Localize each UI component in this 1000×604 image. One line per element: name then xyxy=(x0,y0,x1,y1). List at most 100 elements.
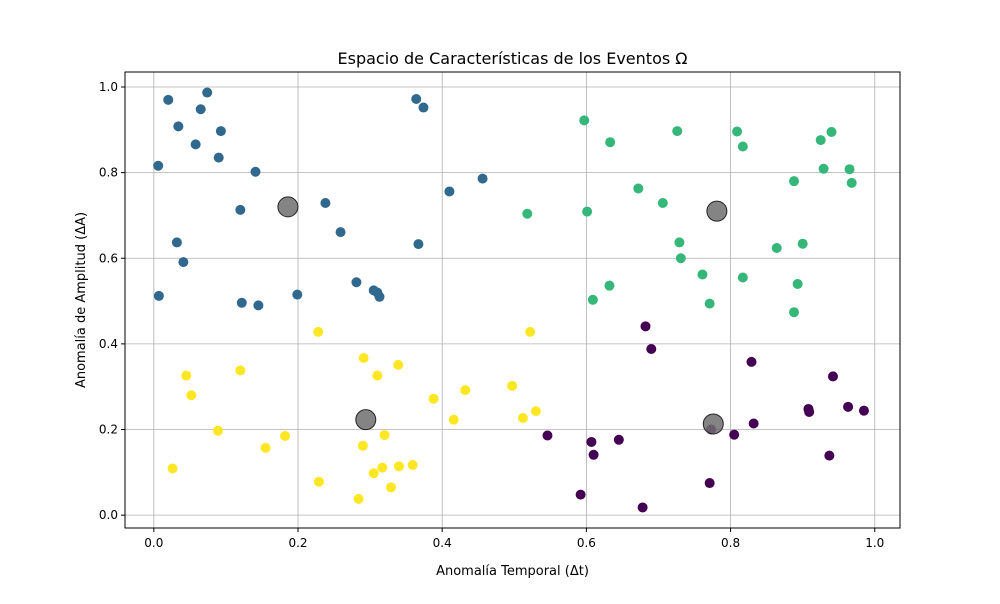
data-point xyxy=(448,414,459,425)
data-point xyxy=(428,393,439,404)
data-point xyxy=(386,482,397,493)
data-point xyxy=(542,430,553,441)
centroid-point xyxy=(277,196,299,218)
centroid-point xyxy=(702,413,724,435)
data-point xyxy=(748,418,759,429)
y-tick-label: 0.0 xyxy=(99,508,118,522)
data-points xyxy=(153,87,869,513)
data-point xyxy=(460,385,471,396)
data-point xyxy=(235,365,246,376)
data-point xyxy=(178,257,189,268)
data-point xyxy=(444,186,455,197)
y-tick-label: 0.8 xyxy=(99,166,118,180)
data-point xyxy=(358,353,369,364)
data-point xyxy=(815,135,826,146)
data-point xyxy=(844,164,855,175)
data-point xyxy=(393,461,404,472)
data-point xyxy=(704,298,715,309)
data-point xyxy=(771,242,782,253)
x-tick-label: 0.6 xyxy=(577,536,596,550)
data-point xyxy=(374,291,385,302)
data-point xyxy=(351,277,362,288)
centroid-point xyxy=(355,409,377,431)
data-point xyxy=(213,152,224,163)
data-point xyxy=(411,93,422,104)
data-point xyxy=(672,126,683,137)
data-point xyxy=(357,440,368,451)
data-point xyxy=(167,463,178,474)
data-point xyxy=(173,121,184,132)
data-point xyxy=(517,412,528,423)
x-tick-label: 1.0 xyxy=(865,536,884,550)
data-point xyxy=(407,460,418,471)
data-point xyxy=(640,321,651,332)
centroid-points xyxy=(277,196,728,435)
data-point xyxy=(335,227,346,238)
data-point xyxy=(674,237,685,248)
x-tick-label: 0.2 xyxy=(288,536,307,550)
data-point xyxy=(313,476,324,487)
y-tick-label: 1.0 xyxy=(99,80,118,94)
data-point xyxy=(202,87,213,98)
data-point xyxy=(215,126,226,137)
x-axis-label: Anomalía Temporal (Δt) xyxy=(436,564,589,579)
data-point xyxy=(582,206,593,217)
data-point xyxy=(824,450,835,461)
data-point xyxy=(789,176,800,187)
data-point xyxy=(530,406,541,417)
data-point xyxy=(613,434,624,445)
data-point xyxy=(792,278,803,289)
data-point xyxy=(292,289,303,300)
data-point xyxy=(181,370,192,381)
data-point xyxy=(605,137,616,148)
centroid-point xyxy=(706,200,728,222)
data-point xyxy=(579,115,590,126)
data-point xyxy=(704,478,715,489)
data-point xyxy=(353,493,364,504)
chart-title: Espacio de Características de los Evento… xyxy=(338,49,688,68)
data-point xyxy=(413,239,424,250)
plot-frame xyxy=(124,71,901,529)
data-point xyxy=(393,359,404,370)
data-point xyxy=(236,297,247,308)
x-tick-label: 0.0 xyxy=(144,536,163,550)
data-point xyxy=(195,104,206,115)
data-point xyxy=(646,344,657,355)
data-point xyxy=(804,406,815,417)
data-point xyxy=(522,208,533,219)
y-axis-ticks: 0.0 0.2 0.4 0.6 0.8 1.0 xyxy=(99,80,125,522)
data-point xyxy=(171,237,182,248)
data-point xyxy=(675,253,686,264)
data-point xyxy=(732,126,743,137)
data-point xyxy=(846,177,857,188)
x-tick-label: 0.4 xyxy=(433,536,452,550)
data-point xyxy=(858,405,869,416)
y-axis-label: Anomalía de Amplitud (ΔA) xyxy=(74,212,89,388)
data-point xyxy=(737,141,748,152)
data-point xyxy=(235,204,246,215)
x-tick-label: 0.8 xyxy=(721,536,740,550)
data-point xyxy=(843,401,854,412)
data-point xyxy=(737,272,748,283)
data-point xyxy=(368,468,379,479)
data-point xyxy=(320,198,331,209)
data-point xyxy=(280,430,291,441)
y-tick-label: 0.4 xyxy=(99,337,118,351)
data-point xyxy=(153,160,164,171)
data-point xyxy=(697,269,708,280)
data-point xyxy=(604,280,615,291)
y-tick-label: 0.2 xyxy=(99,423,118,437)
data-point xyxy=(588,449,599,460)
y-tick-label: 0.6 xyxy=(99,251,118,265)
data-point xyxy=(789,307,800,318)
data-point xyxy=(213,425,223,436)
data-point xyxy=(186,390,197,401)
data-point xyxy=(153,290,164,301)
x-axis-ticks: 0.0 0.2 0.4 0.6 0.8 1.0 xyxy=(144,528,884,550)
data-point xyxy=(586,436,597,447)
data-point xyxy=(260,442,271,453)
data-point xyxy=(797,238,808,249)
data-point xyxy=(377,462,388,473)
